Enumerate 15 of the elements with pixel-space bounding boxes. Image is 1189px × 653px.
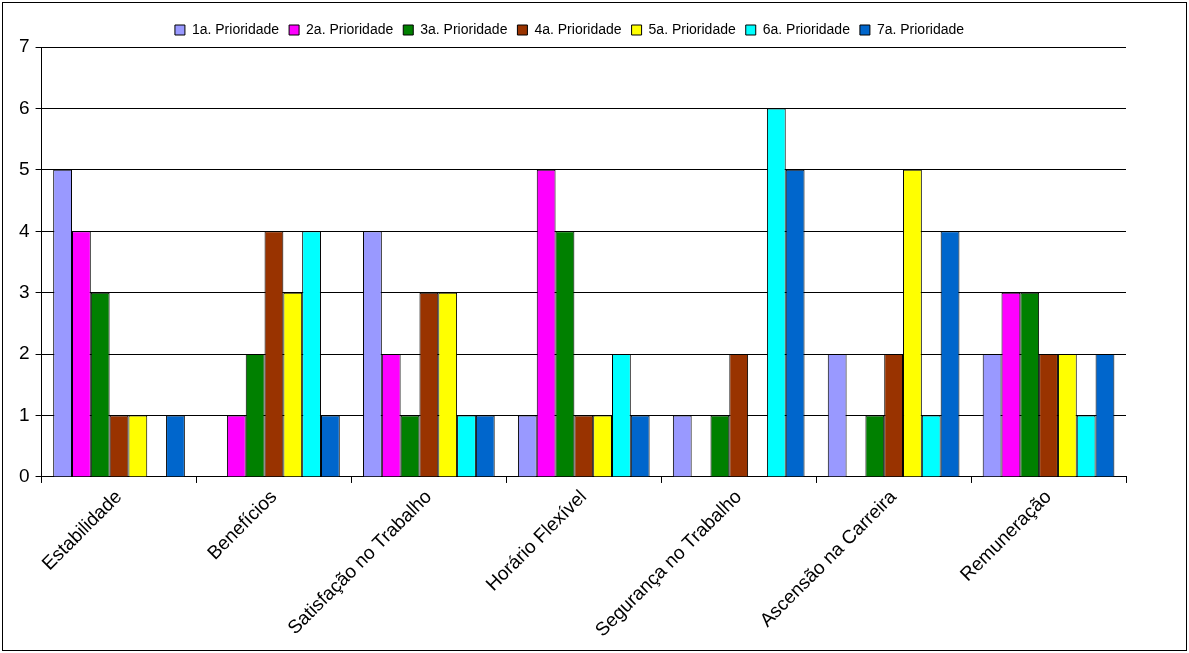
y-tick-label: 6 (18, 96, 30, 118)
legend-label: 5a. Prioridade (648, 20, 736, 37)
y-tick-label: 7 (18, 35, 30, 57)
y-tick-label: 1 (18, 403, 30, 425)
legend-label: 6a. Prioridade (762, 20, 851, 37)
legend-label: 4a. Prioridade (534, 20, 622, 37)
y-tick-label: 5 (18, 158, 30, 180)
legend-label: 2a. Prioridade (306, 20, 394, 37)
y-tick-label: 0 (18, 465, 30, 487)
legend-label: 3a. Prioridade (420, 20, 508, 37)
legend-label: 7a. Prioridade (876, 20, 965, 37)
legend-label: 1a. Prioridade (191, 20, 280, 37)
y-tick-label: 4 (18, 219, 30, 241)
y-tick-label: 2 (18, 342, 30, 364)
y-tick-label: 3 (18, 280, 30, 302)
